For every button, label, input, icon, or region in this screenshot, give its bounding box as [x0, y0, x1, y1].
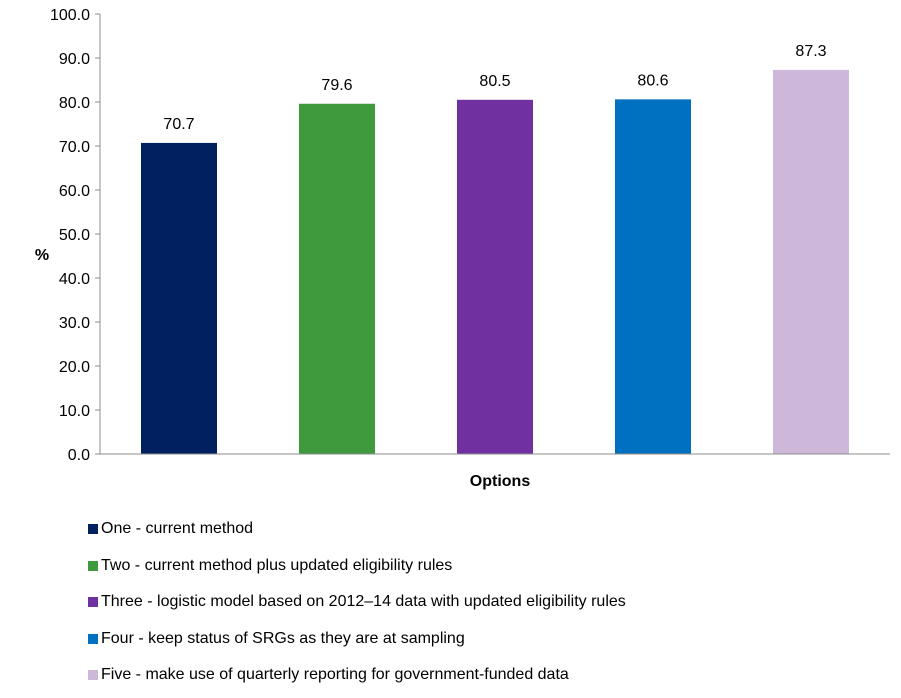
bar-chart: 0.0 10.0 20.0 30.0 40.0 50.0 60.0 70.0 80.0 90.0 1…: [35, 7, 890, 490]
y-tick-label: 70.0: [59, 139, 90, 156]
data-label: 70.7: [163, 116, 194, 133]
bars: [141, 69, 849, 455]
value-labels: 70.7 79.6 80.5 80.6 87.3: [163, 43, 826, 133]
y-axis-ticks: 0.0 10.0 20.0 30.0 40.0 50.0 60.0 70.0 80.0 90.0 1…: [50, 7, 100, 464]
y-tick-label: 20.0: [59, 359, 90, 376]
legend-swatch: [88, 633, 98, 644]
y-tick-label: 100.0: [50, 7, 90, 24]
legend-label: Four - keep status of SRGs as they are a…: [101, 629, 465, 647]
legend-label: One - current method: [101, 520, 254, 538]
data-label: 80.5: [479, 73, 510, 90]
legend-swatch: [88, 524, 98, 535]
bar: [773, 69, 849, 454]
y-tick-label: 40.0: [59, 271, 90, 288]
y-tick-label: 10.0: [59, 403, 90, 420]
data-label: 80.6: [637, 72, 668, 89]
legend-label: Five - make use of quarterly reporting f…: [101, 666, 569, 684]
legend-label: Two - current method plus updated eligib…: [101, 556, 453, 574]
y-tick-label: 90.0: [59, 51, 90, 68]
y-tick-label: 30.0: [59, 315, 90, 332]
data-label: 87.3: [795, 43, 826, 60]
y-tick-label: 60.0: [59, 183, 90, 200]
y-tick-label: 50.0: [59, 227, 90, 244]
legend-swatch: [88, 597, 98, 608]
bar: [615, 99, 691, 455]
legend-item: Five - make use of quarterly reporting f…: [88, 657, 626, 694]
y-tick-label: 0.0: [68, 447, 90, 464]
legend-swatch: [88, 560, 98, 571]
y-tick-label: 80.0: [59, 95, 90, 112]
legend-label: Three - logistic model based on 2012–14 …: [101, 593, 626, 611]
legend-item: One - current method: [88, 511, 626, 548]
data-label: 79.6: [321, 77, 352, 94]
y-axis-label: %: [35, 247, 49, 264]
legend-swatch: [88, 670, 98, 681]
legend-item: Three - logistic model based on 2012–14 …: [88, 584, 626, 621]
bar: [141, 142, 217, 455]
legend-item: Four - keep status of SRGs as they are a…: [88, 621, 626, 658]
legend-item: Two - current method plus updated eligib…: [88, 548, 626, 585]
chart-legend: One - current method Two - current method…: [88, 511, 626, 694]
bar: [299, 103, 375, 454]
bar: [457, 99, 533, 455]
x-axis-label: Options: [470, 473, 531, 490]
